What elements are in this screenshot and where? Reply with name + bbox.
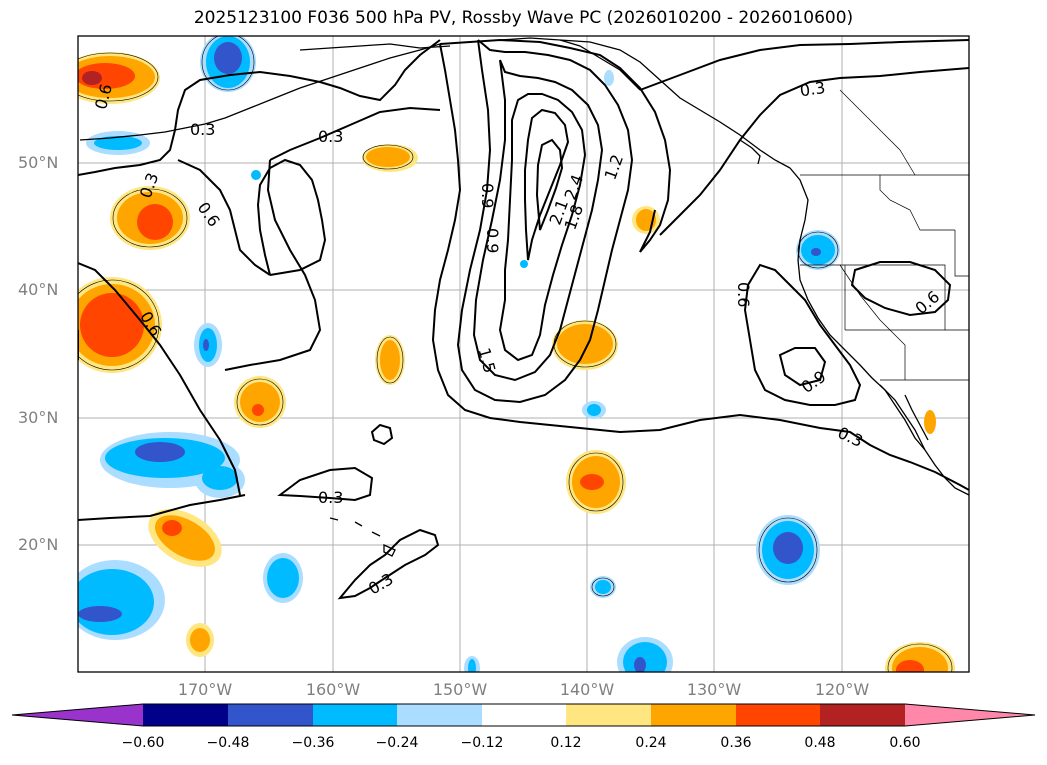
longitude-label: 130°W [686, 680, 742, 699]
map-title: 2025123100 F036 500 hPa PV, Rossby Wave … [193, 8, 854, 28]
negative-anomaly [796, 230, 840, 270]
contour-label: 0.3 [318, 488, 343, 507]
positive-anomaly [375, 335, 405, 385]
colorbar-tick-label: −0.48 [206, 735, 250, 751]
contour-label: 0.9 [478, 183, 497, 208]
negative-anomaly [78, 560, 165, 640]
colorbar-tick-label: 0.24 [635, 735, 667, 751]
longitude-label: 160°W [305, 680, 361, 699]
negative-anomaly [194, 323, 222, 367]
colorbar-segment [228, 704, 313, 726]
anomaly-outlines [78, 36, 953, 672]
colorbar-segment [651, 704, 736, 726]
longitude-label: 120°W [814, 680, 870, 699]
longitude-label: 170°W [177, 680, 233, 699]
colorbar-segment [397, 704, 482, 726]
negative-anomaly [200, 36, 256, 92]
contour-label: 0.9 [483, 228, 502, 253]
colorbar-segment [566, 704, 651, 726]
positive-anomaly [110, 186, 190, 250]
colorbar-tick-label: 0.12 [550, 735, 582, 751]
contour-label: 0.6 [734, 282, 753, 307]
positive-anomaly [234, 376, 286, 428]
latitude-label: 50°N [18, 153, 59, 172]
positive-anomaly [885, 642, 955, 672]
colorbar-extend-high [905, 704, 1035, 726]
negative-anomaly [464, 656, 480, 672]
contour-label: 0.3 [318, 127, 343, 146]
negative-anomaly [582, 401, 606, 419]
negative-anomaly [86, 131, 150, 155]
negative-anomaly [604, 70, 614, 86]
colorbar-segment [482, 704, 566, 726]
colorbar-segment [143, 704, 228, 726]
positive-anomaly [552, 320, 618, 370]
positive-anomaly [362, 144, 418, 172]
colorbar-segment [313, 704, 397, 726]
latitude-label: 40°N [18, 280, 59, 299]
colorbar-tick-label: −0.36 [291, 735, 335, 751]
colorbar-segment [820, 704, 905, 726]
contour-label: 0.3 [190, 120, 215, 139]
longitude-label: 150°W [432, 680, 488, 699]
colorbar-outline [11, 703, 1036, 727]
negative-anomaly [617, 637, 673, 672]
colorbar-tick-label: −0.24 [375, 735, 419, 751]
colorbar-tick-label: 0.60 [889, 735, 921, 751]
negative-anomaly [100, 432, 245, 498]
colorbar-segment [736, 704, 820, 726]
colorbar-tick-label: 0.48 [804, 735, 836, 751]
positive-anomaly [148, 509, 222, 567]
colorbar-tick-label: 0.36 [720, 735, 752, 751]
colorbar-tick-label: −0.60 [121, 735, 165, 751]
positive-anomaly [78, 52, 160, 104]
latitude-label: 30°N [18, 408, 59, 427]
pv-contours [78, 38, 969, 600]
positive-anomaly [186, 623, 214, 657]
map-frame [77, 35, 970, 673]
negative-anomaly [251, 170, 528, 268]
contour-label: 0.3 [799, 78, 827, 100]
negative-anomaly [590, 576, 616, 598]
positive-anomaly [78, 277, 162, 373]
positive-anomaly [566, 450, 626, 514]
negative-anomaly [756, 515, 820, 585]
positive-anomaly [924, 410, 936, 434]
colorbar-extend-low [12, 704, 143, 726]
colorbar [11, 703, 1036, 727]
latitude-label: 20°N [18, 535, 59, 554]
pv-anomaly-shading [78, 36, 955, 672]
coastlines [79, 37, 969, 557]
negative-anomaly [263, 553, 303, 603]
colorbar-tick-label: −0.12 [460, 735, 504, 751]
longitude-label: 140°W [559, 680, 615, 699]
